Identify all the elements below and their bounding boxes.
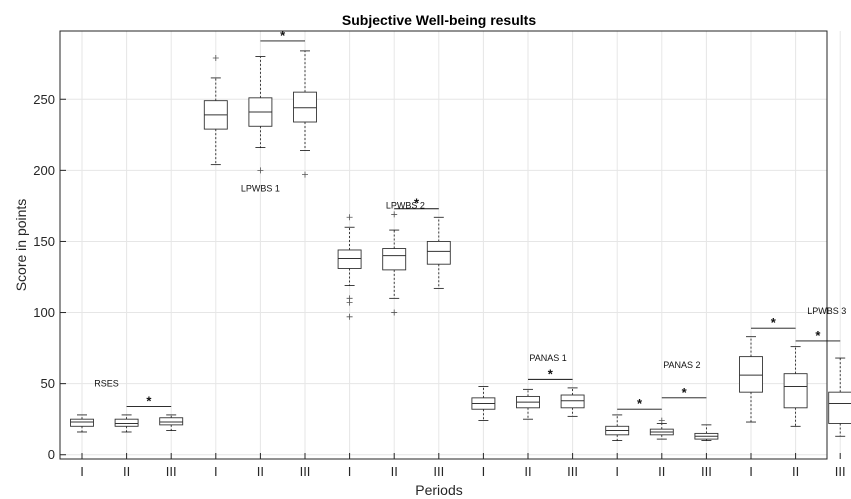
box [560,387,585,417]
box-iqr [293,91,317,123]
y-tick-label: 0 [48,447,55,462]
plot-frame [59,30,828,460]
group-label: LPWBS 1 [241,184,280,194]
outlier-marker [302,171,308,178]
box-iqr [426,240,451,265]
significance-star: * [146,393,152,408]
significance-star: * [815,328,821,343]
significance-star: * [280,28,286,43]
outlier-marker [391,309,398,316]
box [694,424,719,441]
outlier-marker [346,313,353,320]
y-axis-label: Score in points [13,199,29,292]
box-iqr [337,249,362,269]
outlier-marker [391,211,398,218]
x-tick-label: II [123,464,130,479]
significance-star: * [637,396,643,411]
box [70,414,94,433]
box [649,417,674,440]
significance-star: * [414,196,420,211]
outlier-marker [658,417,665,424]
x-tick-label: III [567,464,578,479]
box [739,336,763,423]
x-tick-label: III [433,464,444,479]
significance-star: * [548,366,554,381]
x-tick-label: II [257,464,264,479]
box [114,414,139,433]
box [382,211,407,316]
x-tick-label: I [615,464,619,479]
x-tick-label: III [300,464,311,479]
x-tick-label: I [749,464,753,479]
x-tick-label: I [80,464,84,479]
outlier-marker [346,299,353,306]
box [293,50,317,178]
x-tick-label: II [792,464,799,479]
box [426,216,451,289]
group-label: LPWBS 2 [386,201,425,211]
significance-star: * [682,385,688,400]
x-tick-label: II [658,464,665,479]
x-tick-label: I [348,464,352,479]
x-axis-label: Periods [415,482,462,498]
outlier-marker [346,214,353,221]
x-tick-label: III [835,464,846,479]
significance-star: * [771,315,777,330]
outlier-marker [257,167,264,174]
box-iqr [739,356,763,393]
y-tick-label: 250 [33,92,55,107]
outlier-marker [212,55,219,62]
y-tick-label: 50 [41,376,55,391]
chart-title: Subjective Well-being results [342,12,536,28]
x-tick-label: II [524,464,531,479]
group-label: PANAS 2 [663,360,700,370]
box-iqr [70,418,94,427]
x-tick-label: III [701,464,712,479]
box [159,414,184,431]
box [471,386,496,422]
box-iqr [828,391,851,424]
box-iqr [783,373,808,409]
box-iqr [560,394,585,409]
box-iqr [159,417,184,426]
x-tick-label: III [166,464,177,479]
box-iqr [382,248,407,271]
box [605,414,630,441]
box [828,357,851,437]
box [783,346,808,427]
group-label: LPWBS 3 [807,306,846,316]
box [203,55,228,166]
y-tick-label: 150 [33,234,55,249]
box [516,388,540,420]
y-tick-label: 200 [33,163,55,178]
x-tick-label: I [482,464,486,479]
group-label: PANAS 1 [529,353,566,363]
box [248,56,273,174]
x-tick-label: I [214,464,218,479]
box [337,214,362,320]
group-label: RSES [94,378,119,388]
box-iqr [114,418,139,427]
x-tick-label: II [391,464,398,479]
y-tick-label: 100 [33,305,55,320]
